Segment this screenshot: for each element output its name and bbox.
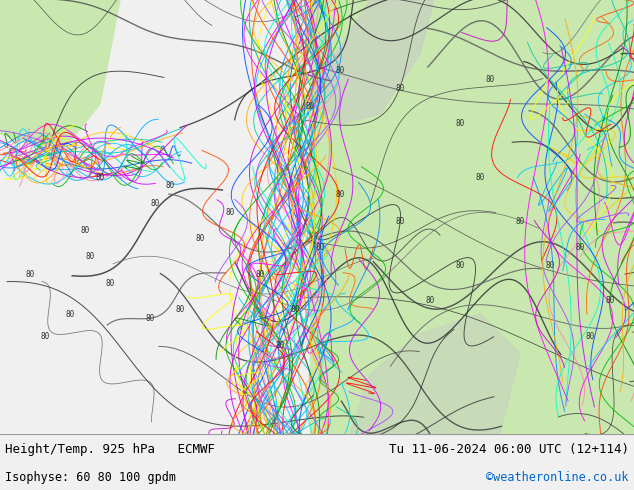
Text: Height/Temp. 925 hPa   ECMWF: Height/Temp. 925 hPa ECMWF xyxy=(5,443,215,456)
Text: 80: 80 xyxy=(335,190,345,199)
Text: 80: 80 xyxy=(306,102,314,111)
Text: 80: 80 xyxy=(290,305,300,314)
Text: Isophyse: 60 80 100 gpdm: Isophyse: 60 80 100 gpdm xyxy=(5,471,176,484)
Text: Tu 11-06-2024 06:00 UTC (12+114): Tu 11-06-2024 06:00 UTC (12+114) xyxy=(389,443,629,456)
Text: 80: 80 xyxy=(576,244,585,252)
Text: 80: 80 xyxy=(455,261,465,270)
Text: 80: 80 xyxy=(165,181,174,190)
Text: 80: 80 xyxy=(105,279,115,288)
Text: 80: 80 xyxy=(515,217,524,226)
Text: 80: 80 xyxy=(605,296,614,305)
Text: 80: 80 xyxy=(396,217,404,226)
Text: 80: 80 xyxy=(315,244,325,252)
Text: 80: 80 xyxy=(425,296,435,305)
Text: 80: 80 xyxy=(486,75,495,84)
Text: ©weatheronline.co.uk: ©weatheronline.co.uk xyxy=(486,471,629,484)
Text: 80: 80 xyxy=(545,261,555,270)
Text: 80: 80 xyxy=(145,314,155,323)
Polygon shape xyxy=(0,0,120,154)
Polygon shape xyxy=(310,0,434,124)
Text: 80: 80 xyxy=(396,84,404,93)
Text: 80: 80 xyxy=(65,310,75,318)
Text: 80: 80 xyxy=(256,270,264,279)
Text: 80: 80 xyxy=(335,66,345,75)
Bar xyxy=(310,0,634,434)
Text: 80: 80 xyxy=(585,332,595,341)
Text: 80: 80 xyxy=(81,225,89,235)
Text: 80: 80 xyxy=(95,172,105,181)
Text: 80: 80 xyxy=(25,270,35,279)
Text: 80: 80 xyxy=(476,172,484,181)
Text: 80: 80 xyxy=(41,332,49,341)
Text: 80: 80 xyxy=(195,234,205,244)
Text: 80: 80 xyxy=(86,252,94,261)
Polygon shape xyxy=(350,314,520,434)
Text: 80: 80 xyxy=(176,305,184,314)
Text: 80: 80 xyxy=(225,208,235,217)
Text: 80: 80 xyxy=(455,120,465,128)
Text: 80: 80 xyxy=(275,341,285,350)
Text: 80: 80 xyxy=(150,199,160,208)
